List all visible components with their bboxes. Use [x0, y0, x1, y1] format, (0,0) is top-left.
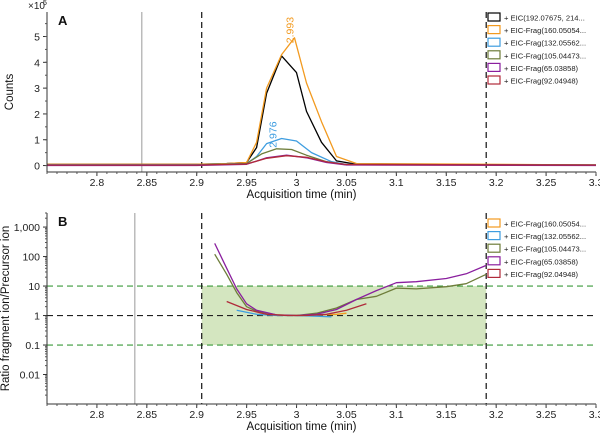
legend-label: + EIC-Frag(105.04473...: [504, 245, 586, 254]
series-line-5: [47, 155, 597, 166]
panel-letter: B: [58, 214, 67, 229]
x-tick-label: 3.1: [389, 177, 404, 189]
x-tick-label: 2.8: [90, 177, 105, 189]
peak-annotation: 2.993: [285, 17, 297, 43]
shaded-region: [201, 286, 487, 346]
legend: + EIC(192.07675, 214... + EIC-Frag(160.05…: [487, 12, 586, 86]
y-tick-label: 1: [34, 311, 40, 323]
y-tick-label: 100: [22, 252, 40, 264]
legend-swatch: [487, 12, 501, 22]
legend-label: + EIC-Frag(132.05562...: [504, 232, 586, 241]
y-exponent-base: ×10: [28, 1, 45, 12]
x-tick-label: 2.95: [236, 177, 257, 189]
x-tick-label: 3.15: [436, 409, 457, 421]
x-axis-label: Acquisition time (min): [247, 189, 357, 201]
x-tick-label: 3.2: [489, 177, 504, 189]
x-tick-label: 3.15: [436, 177, 457, 189]
legend-swatch: [487, 218, 501, 228]
legend-swatch: [487, 25, 501, 35]
x-tick-label: 3.3: [589, 409, 600, 421]
y-tick-label: 1: [34, 135, 40, 147]
x-tick-label: 2.85: [137, 409, 158, 421]
x-tick-label: 3.05: [336, 177, 357, 189]
y-tick-label: 2: [34, 109, 40, 121]
x-tick-label: 3.2: [489, 409, 504, 421]
x-tick-label: 3.3: [589, 177, 600, 189]
x-tick-label: 2.9: [189, 177, 204, 189]
series-line-3: [214, 243, 487, 317]
chart-panel-b: 2.8 2.85 2.9 2.95 3 3.05 3.1 3.15 3.2 3.25 3.3 0.01…: [0, 212, 600, 433]
x-axis-label: Acquisition time (min): [247, 421, 357, 433]
y-tick-label: 0.1: [25, 340, 40, 352]
x-tick-label: 3.25: [536, 177, 557, 189]
legend-swatch: [487, 75, 501, 85]
y-tick-label: 5: [34, 32, 40, 44]
y-exponent-power: 5: [43, 0, 47, 7]
legend-label: + EIC-Frag(92.04948): [504, 77, 579, 86]
legend-swatch: [487, 50, 501, 60]
x-tick-label: 3.1: [389, 409, 404, 421]
x-tick-label: 2.95: [236, 409, 257, 421]
y-tick-label: 0.01: [20, 370, 41, 382]
x-tick-label: 2.9: [189, 409, 204, 421]
legend-swatch: [487, 231, 501, 241]
legend-swatch: [487, 243, 501, 253]
legend-swatch: [487, 37, 501, 47]
peak-annotation: 2.976: [268, 121, 280, 147]
y-tick-label: 10: [28, 281, 40, 293]
x-tick-label: 2.85: [137, 177, 158, 189]
y-axis-label: Counts: [4, 74, 16, 111]
x-tick-label: 3: [294, 409, 300, 421]
y-tick-label: 1,000: [14, 222, 40, 234]
legend-label: + EIC-Frag(92.04948): [504, 270, 579, 279]
legend-swatch: [487, 256, 501, 266]
legend: + EIC-Frag(160.05054... + EIC-Frag(132.05…: [487, 218, 586, 279]
legend-label: + EIC-Frag(65.03858): [504, 64, 579, 73]
series-line-4: [226, 300, 367, 317]
legend-label: + EIC(192.07675, 214...: [504, 14, 585, 23]
y-tick-label: 3: [34, 83, 40, 95]
legend-label: + EIC-Frag(160.05054...: [504, 220, 586, 229]
legend-label: + EIC-Frag(65.03858): [504, 257, 579, 266]
chart-panel-a: 2.8 2.85 2.9 2.95 3 3.05 3.1 3.15 3.2 3.25 3.3 0 1 2 3…: [4, 0, 600, 201]
legend-label: + EIC-Frag(105.04473...: [504, 51, 586, 60]
series-line-2: [214, 253, 487, 317]
legend-swatch: [487, 268, 501, 278]
panel-letter: A: [58, 13, 68, 28]
x-tick-label: 3: [294, 177, 300, 189]
legend-label: + EIC-Frag(160.05054...: [504, 26, 586, 35]
x-tick-label: 3.05: [336, 409, 357, 421]
y-tick-label: 4: [34, 57, 40, 69]
x-tick-label: 2.8: [90, 409, 105, 421]
y-tick-label: 0: [34, 161, 40, 173]
legend-swatch: [487, 62, 501, 73]
legend-label: + EIC-Frag(132.05562...: [504, 39, 586, 48]
x-tick-label: 3.25: [536, 409, 557, 421]
y-axis-label: Ratio fragment ion/Precursor ion: [0, 226, 12, 392]
